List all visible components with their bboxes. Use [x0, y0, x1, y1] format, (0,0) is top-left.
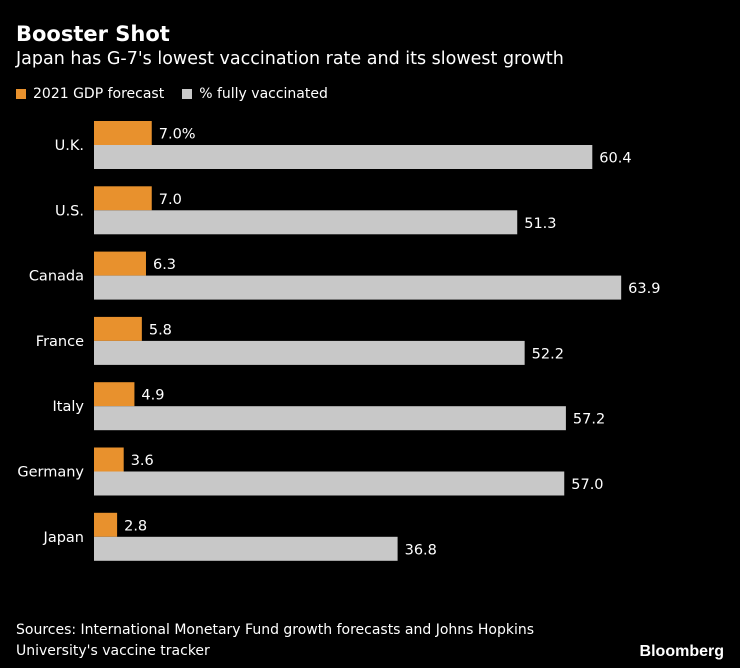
category-label-u-s: U.S. — [55, 203, 84, 219]
value-label-gdp-italy: 4.9 — [141, 388, 164, 404]
source-line-1: Sources: International Monetary Fund gro… — [16, 622, 535, 638]
bar-vaccinated-france — [94, 340, 525, 365]
value-label-gdp-u-k: 7.0% — [159, 127, 196, 143]
value-label-vaccinated-u-s: 51.3 — [524, 216, 556, 232]
bar-gdp-france — [94, 316, 142, 341]
bar-gdp-japan — [94, 512, 118, 537]
source-note: Sources: International Monetary Fund gro… — [16, 620, 576, 662]
bar-gdp-canada — [94, 251, 146, 276]
value-label-vaccinated-u-k: 60.4 — [599, 151, 631, 167]
bar-vaccinated-germany — [94, 471, 565, 496]
chart-title: Booster Shot — [16, 22, 170, 46]
value-label-vaccinated-france: 52.2 — [532, 346, 564, 362]
value-label-vaccinated-italy: 57.2 — [573, 412, 605, 428]
legend-item-vaccinated: % fully vaccinated — [182, 86, 328, 102]
bar-gdp-germany — [94, 447, 124, 472]
value-label-gdp-u-s: 7.0 — [159, 192, 182, 208]
value-label-vaccinated-germany: 57.0 — [571, 477, 603, 493]
category-label-italy: Italy — [53, 399, 85, 415]
bar-chart: U.K. 7.0% 60.4 U.S. 7.0 51.3 Canada 6.3 63.9 Fran… — [17, 121, 660, 561]
bar-vaccinated-italy — [94, 406, 566, 431]
legend-label-vaccinated: % fully vaccinated — [199, 86, 328, 102]
bar-gdp-u-k — [94, 121, 152, 145]
bar-gdp-italy — [94, 382, 135, 407]
category-label-france: France — [36, 334, 84, 350]
bar-vaccinated-u-s — [94, 210, 518, 235]
source-line-2: University's vaccine tracker — [16, 643, 210, 659]
bloomberg-logo: Bloomberg — [639, 643, 724, 660]
value-label-gdp-germany: 3.6 — [131, 453, 154, 469]
value-label-gdp-japan: 2.8 — [124, 518, 147, 534]
category-label-japan: Japan — [43, 530, 84, 546]
category-label-u-k: U.K. — [55, 138, 84, 154]
bar-vaccinated-japan — [94, 536, 398, 561]
bar-vaccinated-canada — [94, 275, 622, 300]
legend: 2021 GDP forecast % fully vaccinated — [16, 86, 346, 102]
chart-subtitle: Japan has G-7's lowest vaccination rate … — [16, 49, 564, 69]
legend-swatch-vaccinated — [182, 89, 193, 99]
bar-gdp-u-s — [94, 186, 152, 211]
value-label-gdp-canada: 6.3 — [153, 257, 176, 273]
value-label-vaccinated-canada: 63.9 — [628, 281, 660, 297]
legend-swatch-gdp — [16, 89, 26, 99]
value-label-vaccinated-japan: 36.8 — [405, 542, 437, 558]
category-label-canada: Canada — [29, 269, 84, 285]
value-label-gdp-france: 5.8 — [149, 322, 172, 338]
legend-item-gdp: 2021 GDP forecast — [16, 86, 164, 102]
legend-label-gdp: 2021 GDP forecast — [33, 86, 165, 102]
bar-vaccinated-u-k — [94, 145, 593, 169]
category-label-germany: Germany — [17, 465, 84, 481]
